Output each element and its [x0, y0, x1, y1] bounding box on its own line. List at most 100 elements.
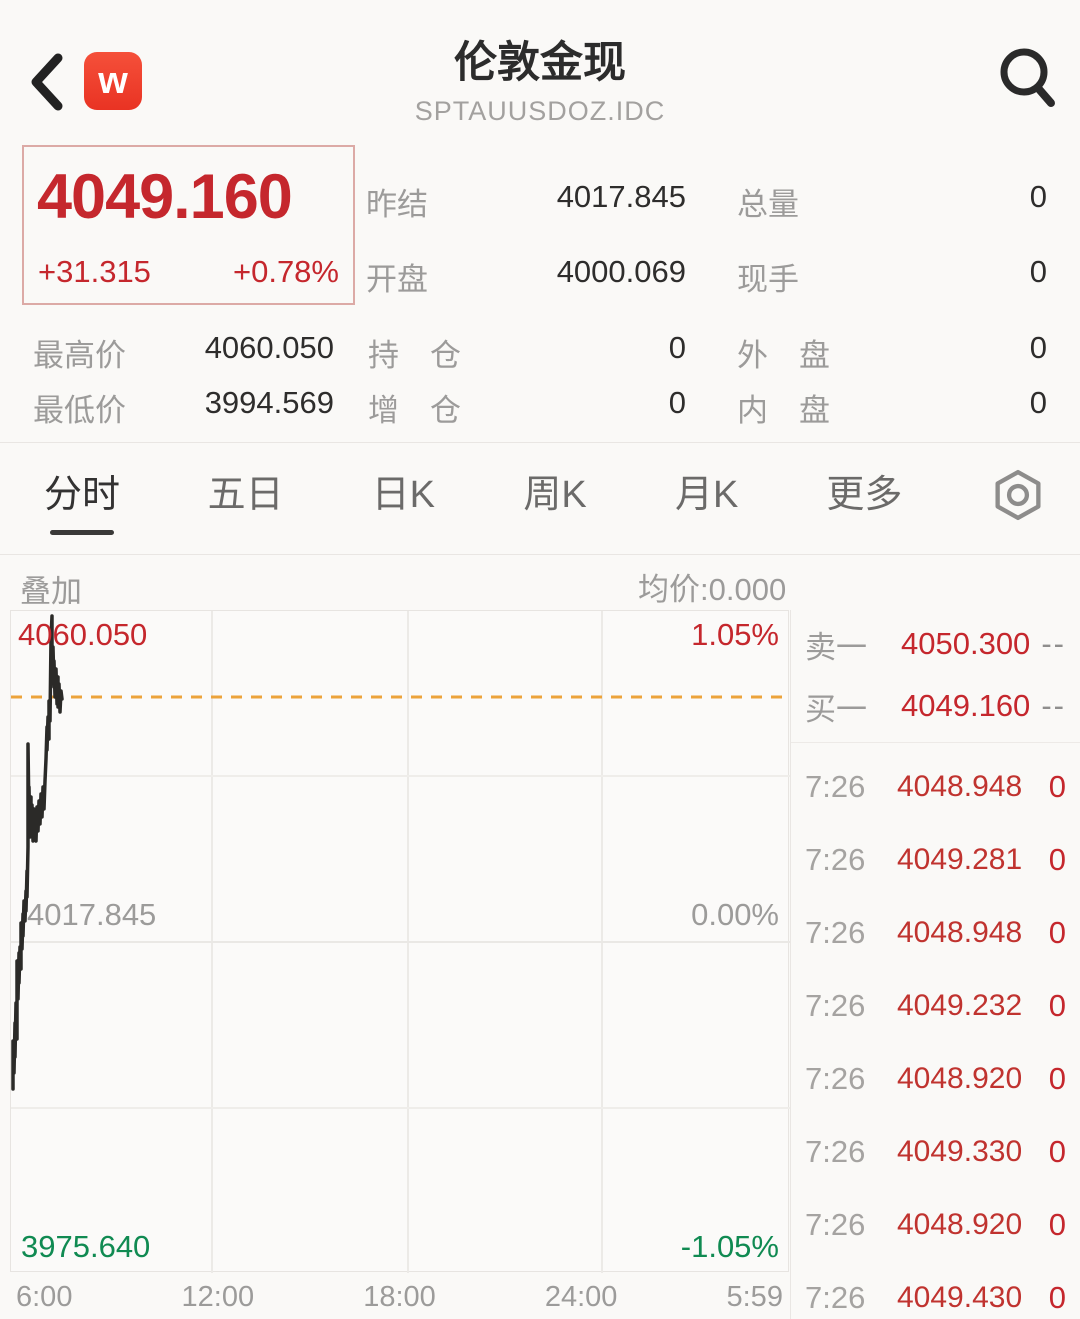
search-icon [1000, 48, 1055, 107]
tick-qty: 0 [1048, 987, 1066, 1023]
chart-high-pct: 1.05% [691, 617, 779, 652]
inner-volume-value: 0 [1029, 385, 1047, 420]
high-label: 最高价 [33, 338, 126, 373]
open-label: 开盘 [366, 262, 428, 297]
main-content: 4060.050 1.05% 4017.845 0.00% 3975.640 -… [0, 610, 1080, 1319]
tick-time: 7:26 [805, 841, 866, 877]
low-value: 3994.569 [204, 385, 334, 420]
tab-five-day[interactable]: 五日 [208, 463, 284, 535]
last-price: 4049.160 [37, 162, 293, 232]
change-row: +31.315 +0.78% [38, 254, 339, 290]
tab-weekly-k[interactable]: 周K [523, 463, 587, 535]
header: w 伦敦金现 SPTAUUSDOZ.IDC [0, 0, 1080, 140]
current-lot-value: 0 [1029, 254, 1047, 289]
bid-label: 买一 [805, 691, 867, 727]
tab-intraday[interactable]: 分时 [44, 463, 120, 535]
chart-period-tabs: 分时 五日 日K 周K 月K 更多 [0, 443, 1080, 555]
chart-mid-label: 4017.845 [27, 897, 157, 932]
logo-letter: w [98, 60, 128, 102]
back-button[interactable] [26, 52, 66, 112]
total-volume-label: 总量 [737, 187, 799, 222]
price-line [11, 614, 64, 1091]
price-change-pct: +0.78% [232, 254, 339, 289]
ask-row[interactable]: 卖一 4050.300 -- [791, 624, 1080, 665]
axis-tick: 18:00 [363, 1280, 436, 1313]
tick-price: 4048.920 [897, 1061, 1023, 1095]
tick-row: 7:26 4048.920 0 [791, 1188, 1080, 1261]
bid-qty: -- [1041, 688, 1066, 723]
back-chevron-icon [31, 53, 63, 111]
tick-qty: 0 [1048, 1279, 1066, 1315]
ask-label: 卖一 [805, 629, 867, 665]
bid-ask-block: 卖一 4050.300 -- 买一 4049.160 -- [791, 610, 1080, 743]
tick-time: 7:26 [805, 914, 866, 950]
tab-monthly-k[interactable]: 月K [675, 463, 739, 535]
tick-qty: 0 [1048, 914, 1066, 950]
tick-row: 7:26 4049.430 0 [791, 1261, 1080, 1319]
tab-label: 周K [523, 473, 587, 516]
outer-volume-label: 外 盘 [737, 338, 830, 373]
page-title: 伦敦金现 [454, 39, 626, 87]
tick-row: 7:26 4049.232 0 [791, 969, 1080, 1042]
high-value: 4060.050 [204, 330, 334, 365]
tick-price: 4049.281 [897, 842, 1023, 876]
intraday-chart-area[interactable]: 4060.050 1.05% 4017.845 0.00% 3975.640 -… [0, 610, 790, 1319]
chart-canvas [11, 611, 790, 1273]
open-interest-value: 0 [668, 330, 686, 365]
intraday-chart[interactable]: 4060.050 1.05% 4017.845 0.00% 3975.640 -… [10, 610, 790, 1273]
tick-time: 7:26 [805, 987, 866, 1023]
ask-price: 4050.300 [901, 626, 1031, 661]
tick-time: 7:26 [805, 1206, 866, 1242]
tick-list[interactable]: 7:26 4048.948 0 7:26 4049.281 0 7:26 404… [791, 750, 1080, 1319]
axis-tick: 6:00 [16, 1280, 73, 1313]
settings-hexnut-icon [995, 469, 1041, 520]
time-axis: 6:00 12:00 18:00 24:00 5:59 [10, 1276, 789, 1318]
tab-more[interactable]: 更多 [826, 463, 902, 535]
bid-row[interactable]: 买一 4049.160 -- [791, 686, 1080, 727]
order-book-panel: 卖一 4050.300 -- 买一 4049.160 -- 7:26 4048.… [790, 610, 1080, 1319]
axis-tick: 5:59 [726, 1280, 783, 1313]
chart-high-label: 4060.050 [18, 617, 148, 652]
total-volume-value: 0 [1029, 179, 1047, 214]
tick-time: 7:26 [805, 768, 866, 804]
axis-tick: 24:00 [544, 1280, 618, 1313]
tick-qty: 0 [1048, 1133, 1066, 1169]
outer-volume-value: 0 [1029, 330, 1047, 365]
tab-daily-k[interactable]: 日K [371, 463, 435, 535]
tick-price: 4049.330 [897, 1134, 1023, 1168]
price-change: +31.315 [38, 254, 151, 289]
chart-mid-pct: 0.00% [691, 897, 779, 932]
axis-tick: 12:00 [181, 1280, 255, 1313]
tick-price: 4048.948 [897, 915, 1023, 949]
tick-time: 7:26 [805, 1060, 866, 1096]
active-tab-underline [50, 529, 114, 535]
oi-change-value: 0 [668, 385, 686, 420]
current-lot-label: 现手 [737, 262, 799, 297]
overlay-button[interactable]: 叠加 [20, 574, 82, 609]
chart-settings-button[interactable] [990, 467, 1046, 523]
tab-label: 分时 [44, 473, 121, 516]
tab-label: 月K [674, 473, 739, 516]
tick-row: 7:26 4049.281 0 [791, 823, 1080, 896]
inner-volume-label: 内 盘 [737, 393, 830, 428]
tab-label: 五日 [207, 473, 284, 516]
chart-toolbar: 叠加 均价:0.000 [0, 556, 1080, 610]
tick-qty: 0 [1048, 768, 1066, 804]
search-button[interactable] [994, 44, 1058, 112]
tick-time: 7:26 [805, 1133, 866, 1169]
tick-row: 7:26 4048.948 0 [791, 896, 1080, 969]
prev-settle-value: 4017.845 [556, 179, 686, 214]
tick-time: 7:26 [805, 1279, 866, 1315]
instrument-code: SPTAUUSDOZ.IDC [414, 96, 666, 126]
tick-price: 4048.920 [897, 1207, 1023, 1241]
tab-label: 更多 [826, 473, 903, 516]
oi-change-label: 增 仓 [368, 393, 461, 428]
chart-low-pct: -1.05% [680, 1229, 779, 1264]
tick-price: 4048.948 [897, 769, 1023, 803]
stats-section: 最高价 4060.050 持 仓 0 外 盘 0 最低价 3994.569 增 … [0, 318, 1080, 443]
low-label: 最低价 [33, 393, 126, 428]
wind-app-logo[interactable]: w [84, 52, 142, 110]
tick-row: 7:26 4048.920 0 [791, 1042, 1080, 1115]
quote-section: 4049.160 +31.315 +0.78% 昨结 4017.845 总量 0… [0, 140, 1080, 318]
